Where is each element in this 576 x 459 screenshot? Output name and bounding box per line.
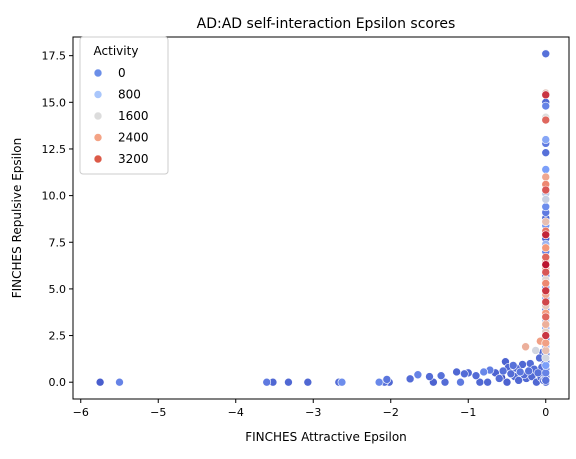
scatter-point: [541, 172, 551, 182]
scatter-point: [95, 377, 105, 387]
legend: Activity 0 800 1600 2400 3200: [79, 36, 169, 175]
scatter-point: [413, 370, 423, 380]
x-tick-label: −3: [305, 406, 321, 419]
legend-label: 1600: [118, 109, 149, 123]
scatter-point: [541, 361, 551, 370]
legend-label: 3200: [118, 152, 149, 166]
scatter-point: [425, 372, 434, 381]
plot-area-frame: [72, 36, 570, 400]
scatter-point: [541, 353, 551, 363]
y-tick-label: 15.0: [42, 96, 67, 109]
x-tick-label: −2: [383, 406, 399, 419]
x-tick-label: 0: [542, 406, 549, 419]
scatter-point: [541, 115, 551, 125]
scatter-point: [506, 369, 516, 379]
scatter-point: [502, 377, 512, 387]
x-axis-label: FINCHES Attractive Epsilon: [245, 430, 407, 444]
legend-marker: [93, 68, 103, 78]
scatter-point: [541, 90, 551, 100]
scatter-point: [262, 377, 272, 387]
scatter-point: [533, 368, 543, 378]
y-tick-label: 7.5: [49, 236, 67, 249]
legend-box: [79, 36, 169, 175]
scatter-point: [541, 260, 551, 269]
y-tick-label: 2.5: [49, 330, 67, 343]
x-tick-label: −4: [228, 406, 244, 419]
scatter-point: [541, 148, 551, 157]
scatter-point: [115, 377, 124, 387]
legend-marker: [93, 111, 103, 121]
scatter-point: [541, 217, 551, 227]
scatter-point: [541, 376, 551, 385]
scatter-point: [541, 101, 551, 111]
scatter-point: [541, 243, 551, 253]
legend-marker: [93, 133, 103, 142]
scatter-point: [541, 165, 551, 174]
scatter-point: [494, 374, 504, 383]
scatter-point: [541, 320, 551, 329]
legend-marker: [93, 90, 103, 99]
scatter-point: [471, 371, 481, 380]
scatter-point: [541, 331, 551, 340]
scatter-point: [541, 202, 551, 212]
scatter-point: [541, 135, 551, 144]
legend-items: 0 800 1600 2400 3200: [93, 66, 149, 166]
scatter-point: [541, 195, 551, 204]
scatter-point: [541, 368, 551, 378]
scatter-point: [479, 367, 489, 377]
scatter-point: [456, 377, 465, 387]
legend-title: Activity: [94, 44, 139, 58]
y-tick-label: 12.5: [42, 143, 67, 156]
legend-label: 0: [118, 66, 126, 80]
scatter-point: [524, 366, 534, 376]
legend-marker: [93, 154, 103, 164]
scatter-point: [541, 286, 551, 296]
scatter-point: [541, 338, 551, 348]
scatter-point: [460, 369, 469, 379]
scatter-point: [284, 377, 293, 387]
scatter-point: [515, 367, 525, 377]
legend-label: 800: [118, 88, 141, 102]
scatter-point: [382, 375, 392, 384]
scatter-point: [521, 342, 530, 352]
y-axis-ticks: 0.0 2.5 5.0 7.5 10.0 12.5 15.0 17.5: [42, 50, 73, 389]
y-tick-label: 10.0: [42, 190, 67, 203]
scatter-point: [483, 377, 492, 387]
scatter-point: [541, 297, 551, 307]
scatter-point: [436, 371, 446, 380]
scatter-point: [498, 366, 508, 376]
scatter-point: [541, 267, 551, 277]
y-tick-label: 5.0: [49, 283, 67, 296]
y-tick-label: 0.0: [49, 376, 67, 389]
x-tick-label: −6: [73, 406, 89, 419]
scatter-point: [541, 49, 551, 59]
chart-title: AD:AD self-interaction Epsilon scores: [197, 16, 456, 32]
scatter-point: [541, 185, 551, 195]
scatter-point: [541, 279, 551, 288]
y-tick-label: 17.5: [42, 50, 67, 63]
legend-label: 2400: [118, 131, 149, 145]
scatter-point: [452, 367, 461, 377]
scatter-point: [508, 361, 518, 370]
x-tick-label: −1: [460, 406, 476, 419]
scatter-point: [303, 377, 313, 387]
data-points: [95, 49, 551, 387]
scatter-point: [541, 346, 551, 355]
x-tick-label: −5: [150, 406, 166, 419]
scatter-point: [405, 374, 415, 384]
scatter-point: [337, 377, 347, 387]
scatter-point: [541, 312, 551, 322]
scatter-point: [541, 230, 551, 240]
y-axis-label: FINCHES Repulsive Epsilon: [10, 138, 24, 299]
scatter-point: [440, 377, 450, 387]
scatter-point: [531, 346, 540, 355]
scatter-point: [374, 377, 384, 387]
scatter-point: [541, 252, 551, 262]
x-axis-ticks: −6 −5 −4 −3 −2 −1 0: [73, 399, 549, 419]
